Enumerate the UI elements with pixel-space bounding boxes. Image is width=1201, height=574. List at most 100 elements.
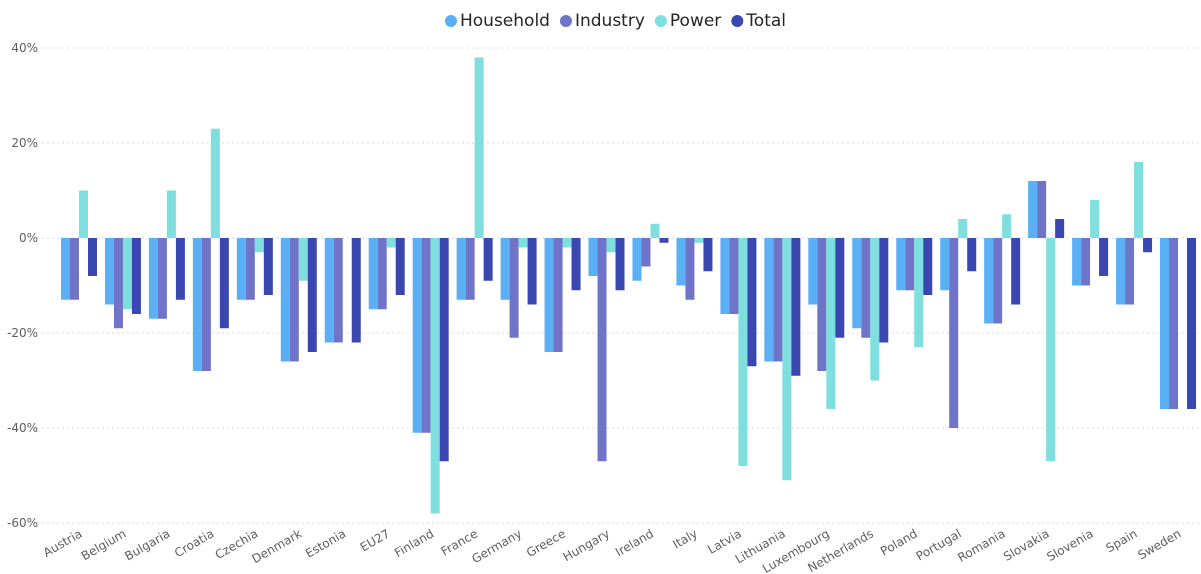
bar xyxy=(1046,238,1056,462)
bar xyxy=(1134,162,1144,238)
x-tick-label: Germany xyxy=(469,526,524,566)
x-tick-label: Portugal xyxy=(914,526,964,563)
bar xyxy=(474,57,484,238)
bar xyxy=(606,238,616,253)
bar xyxy=(298,238,308,281)
bar xyxy=(544,238,554,352)
x-tick-label: Ireland xyxy=(613,526,656,559)
legend-marker xyxy=(559,15,572,27)
bar xyxy=(993,238,1003,324)
x-tick-label: Spain xyxy=(1104,526,1140,555)
bar xyxy=(835,238,845,338)
bar xyxy=(1099,238,1109,276)
bar xyxy=(738,238,748,466)
bar xyxy=(879,238,889,343)
bar xyxy=(263,238,273,295)
legend-label: Industry xyxy=(575,11,645,31)
bar xyxy=(245,238,255,300)
bar xyxy=(747,238,757,367)
y-tick-label: -40% xyxy=(7,421,38,435)
y-tick-label: -20% xyxy=(7,326,38,340)
legend-label: Power xyxy=(670,11,721,31)
bar xyxy=(676,238,686,286)
bar xyxy=(148,238,158,319)
legend-marker xyxy=(731,15,744,27)
legend-label: Total xyxy=(745,11,786,31)
bar xyxy=(254,238,264,253)
bar xyxy=(1055,219,1065,238)
x-tick-label: Austria xyxy=(41,526,85,559)
bar xyxy=(509,238,519,338)
bar xyxy=(659,238,669,243)
bar xyxy=(1116,238,1126,305)
bar xyxy=(949,238,959,428)
bar xyxy=(386,238,396,248)
bar xyxy=(456,238,466,300)
bar xyxy=(465,238,475,300)
bar xyxy=(896,238,906,291)
bar xyxy=(500,238,510,300)
bar xyxy=(157,238,167,319)
bar xyxy=(641,238,651,267)
x-tick-label: Poland xyxy=(878,526,920,558)
bar xyxy=(650,223,660,238)
bar xyxy=(1160,238,1170,409)
x-tick-label: Slovakia xyxy=(1001,526,1052,563)
x-tick-label: Croatia xyxy=(172,526,216,560)
bar xyxy=(808,238,818,305)
bar xyxy=(703,238,713,272)
bar xyxy=(527,238,537,305)
bar xyxy=(289,238,299,362)
bar xyxy=(368,238,378,310)
x-tick-label: Hungary xyxy=(561,526,612,564)
y-tick-label: -60% xyxy=(7,516,38,530)
y-tick-label: 40% xyxy=(11,41,38,55)
bar xyxy=(412,238,422,433)
bar xyxy=(615,238,625,291)
legend-marker xyxy=(654,15,667,27)
bar xyxy=(791,238,801,376)
x-tick-label: Slovenia xyxy=(1044,526,1095,564)
bar xyxy=(430,238,440,514)
bar xyxy=(69,238,79,300)
bar xyxy=(588,238,598,276)
bar xyxy=(1011,238,1021,305)
bar xyxy=(729,238,739,314)
bar xyxy=(166,190,176,238)
bar xyxy=(87,238,97,276)
x-tick-label: Italy xyxy=(670,526,700,551)
bar xyxy=(307,238,317,352)
bar xyxy=(210,128,220,238)
bar xyxy=(1002,214,1012,238)
bar xyxy=(870,238,880,381)
bar xyxy=(553,238,563,352)
bar xyxy=(782,238,792,481)
bar xyxy=(113,238,123,329)
bar xyxy=(439,238,449,462)
bar xyxy=(826,238,836,409)
bar xyxy=(421,238,431,433)
legend-label: Household xyxy=(460,11,550,31)
bar xyxy=(905,238,915,291)
bar xyxy=(219,238,229,329)
bar xyxy=(720,238,730,314)
bar xyxy=(518,238,528,248)
bar xyxy=(377,238,387,310)
bar xyxy=(483,238,493,281)
bar xyxy=(597,238,607,462)
bar xyxy=(685,238,695,300)
bar xyxy=(940,238,950,291)
bar xyxy=(333,238,343,343)
x-tick-label: Denmark xyxy=(250,526,305,566)
bar xyxy=(764,238,774,362)
bar xyxy=(1187,238,1197,409)
bar xyxy=(694,238,704,243)
x-tick-label: Romania xyxy=(955,526,1007,564)
bar xyxy=(817,238,827,371)
bar xyxy=(351,238,361,343)
bar xyxy=(1072,238,1082,286)
bar xyxy=(861,238,871,338)
bar xyxy=(192,238,202,371)
bar xyxy=(280,238,290,362)
legend: Household Industry Power Total xyxy=(444,11,786,31)
